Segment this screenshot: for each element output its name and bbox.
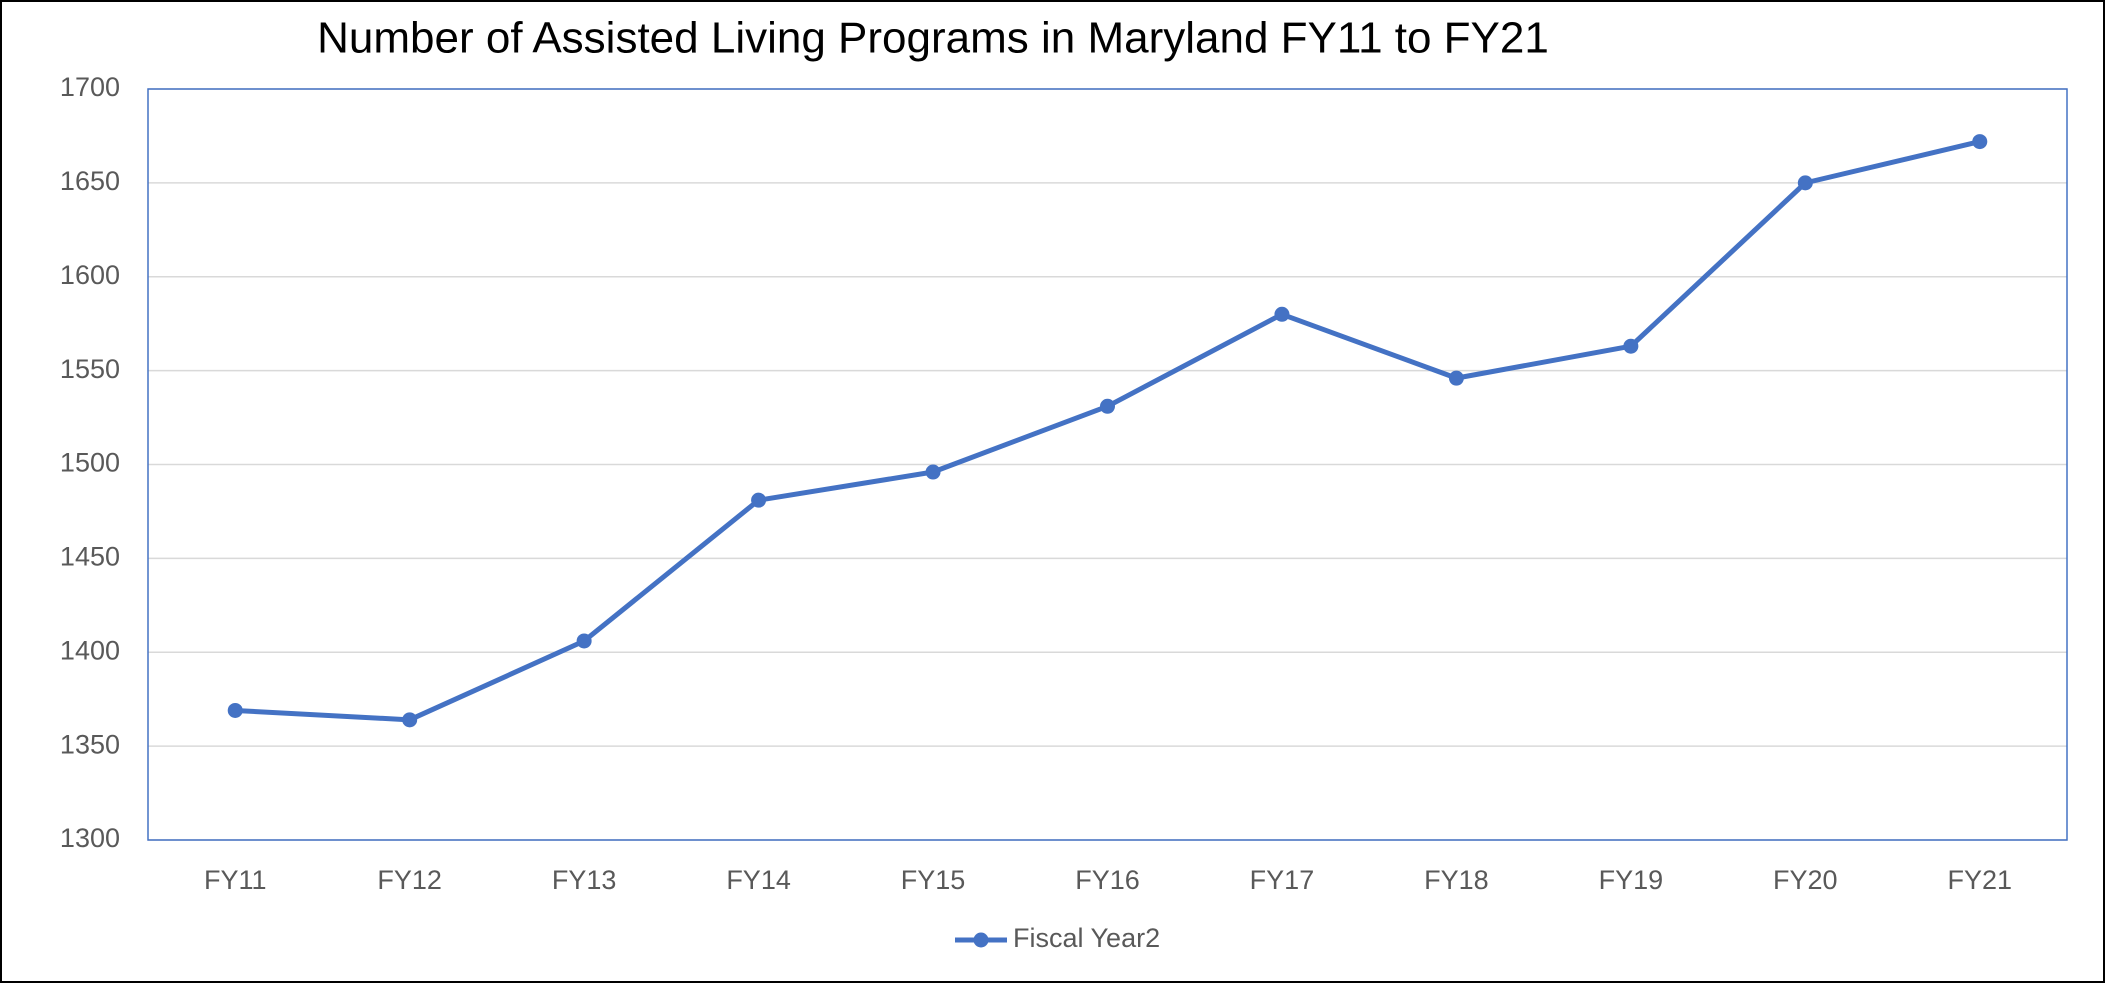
y-tick-label: 1550 (60, 354, 120, 384)
data-point (576, 633, 592, 649)
x-tick-label: FY19 (1599, 865, 1664, 895)
y-tick-label: 1400 (60, 635, 120, 665)
data-point (1448, 370, 1464, 386)
data-point (227, 702, 243, 718)
legend-marker (973, 932, 989, 948)
chart-title: Number of Assisted Living Programs in Ma… (317, 14, 1549, 63)
x-tick-label: FY17 (1250, 865, 1315, 895)
y-tick-label: 1650 (60, 166, 120, 196)
data-point (751, 492, 767, 508)
data-point (1797, 175, 1813, 191)
y-tick-label: 1450 (60, 542, 120, 572)
y-tick-label: 1300 (60, 823, 120, 853)
y-tick-label: 1600 (60, 260, 120, 290)
data-point (1623, 338, 1639, 354)
y-tick-label: 1700 (60, 72, 120, 102)
data-point (402, 712, 418, 728)
legend-label: Fiscal Year2 (1013, 923, 1160, 953)
x-tick-label: FY16 (1075, 865, 1140, 895)
y-tick-label: 1350 (60, 729, 120, 759)
data-point (1100, 398, 1115, 414)
x-tick-label: FY18 (1424, 865, 1489, 895)
plot-border (147, 88, 2068, 841)
x-tick-label: FY15 (901, 865, 966, 895)
x-tick-label: FY13 (552, 865, 617, 895)
data-point (925, 464, 941, 480)
x-tick-label: FY14 (726, 865, 791, 895)
y-tick-label: 1500 (60, 448, 120, 478)
x-tick-label: FY12 (377, 865, 442, 895)
data-point (1274, 306, 1290, 322)
x-tick-label: FY20 (1773, 865, 1838, 895)
x-tick-label: FY11 (204, 865, 267, 895)
data-point (1972, 134, 1988, 150)
x-tick-label: FY21 (1947, 865, 2012, 895)
